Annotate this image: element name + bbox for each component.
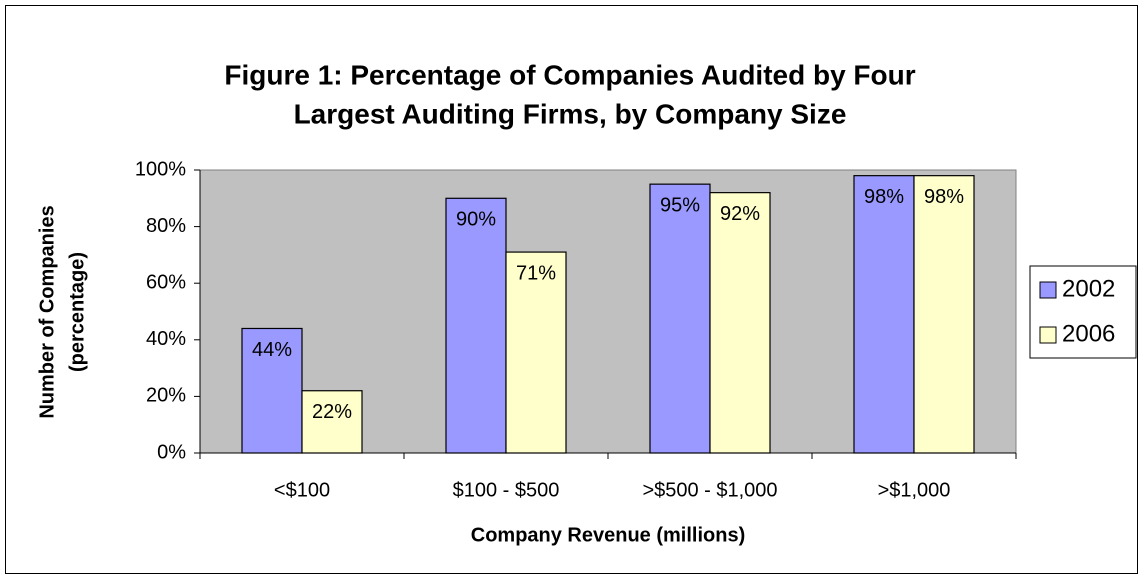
x-axis-label: Company Revenue (millions) — [471, 524, 746, 546]
y-tick-label: 60% — [146, 271, 186, 293]
legend-label: 2002 — [1062, 275, 1115, 302]
x-tick-label: $100 - $500 — [453, 479, 560, 501]
chart-title: Largest Auditing Firms, by Company Size — [294, 98, 847, 129]
bar — [301, 390, 363, 454]
data-label: 90% — [456, 209, 496, 231]
bar — [709, 192, 771, 454]
x-tick-label: <$100 — [274, 479, 330, 501]
x-tick-label: >$500 - $1,000 — [642, 479, 777, 501]
legend-swatch — [1039, 326, 1057, 344]
y-tick-label: 80% — [146, 215, 186, 237]
y-tick-label: 0% — [157, 441, 186, 463]
bar — [853, 175, 915, 454]
data-label: 44% — [252, 339, 292, 361]
bar — [505, 251, 567, 454]
y-tick-label: 100% — [135, 158, 186, 180]
data-label: 98% — [924, 186, 964, 208]
data-label: 71% — [516, 262, 556, 284]
bar — [241, 327, 303, 454]
data-label: 92% — [720, 203, 760, 225]
y-axis-label: Number of Companies — [36, 205, 58, 418]
bar — [649, 183, 711, 454]
y-tick-label: 20% — [146, 385, 186, 407]
data-label: 95% — [660, 194, 700, 216]
data-label: 22% — [312, 401, 352, 423]
bar — [913, 175, 975, 454]
x-tick-label: >$1,000 — [878, 479, 951, 501]
y-axis-label: (percentage) — [66, 252, 88, 372]
data-label: 98% — [864, 186, 904, 208]
legend-swatch — [1039, 281, 1057, 299]
y-tick-label: 40% — [146, 328, 186, 350]
chart-title: Figure 1: Percentage of Companies Audite… — [224, 59, 915, 90]
legend-label: 2006 — [1062, 320, 1115, 347]
bar — [445, 197, 507, 454]
